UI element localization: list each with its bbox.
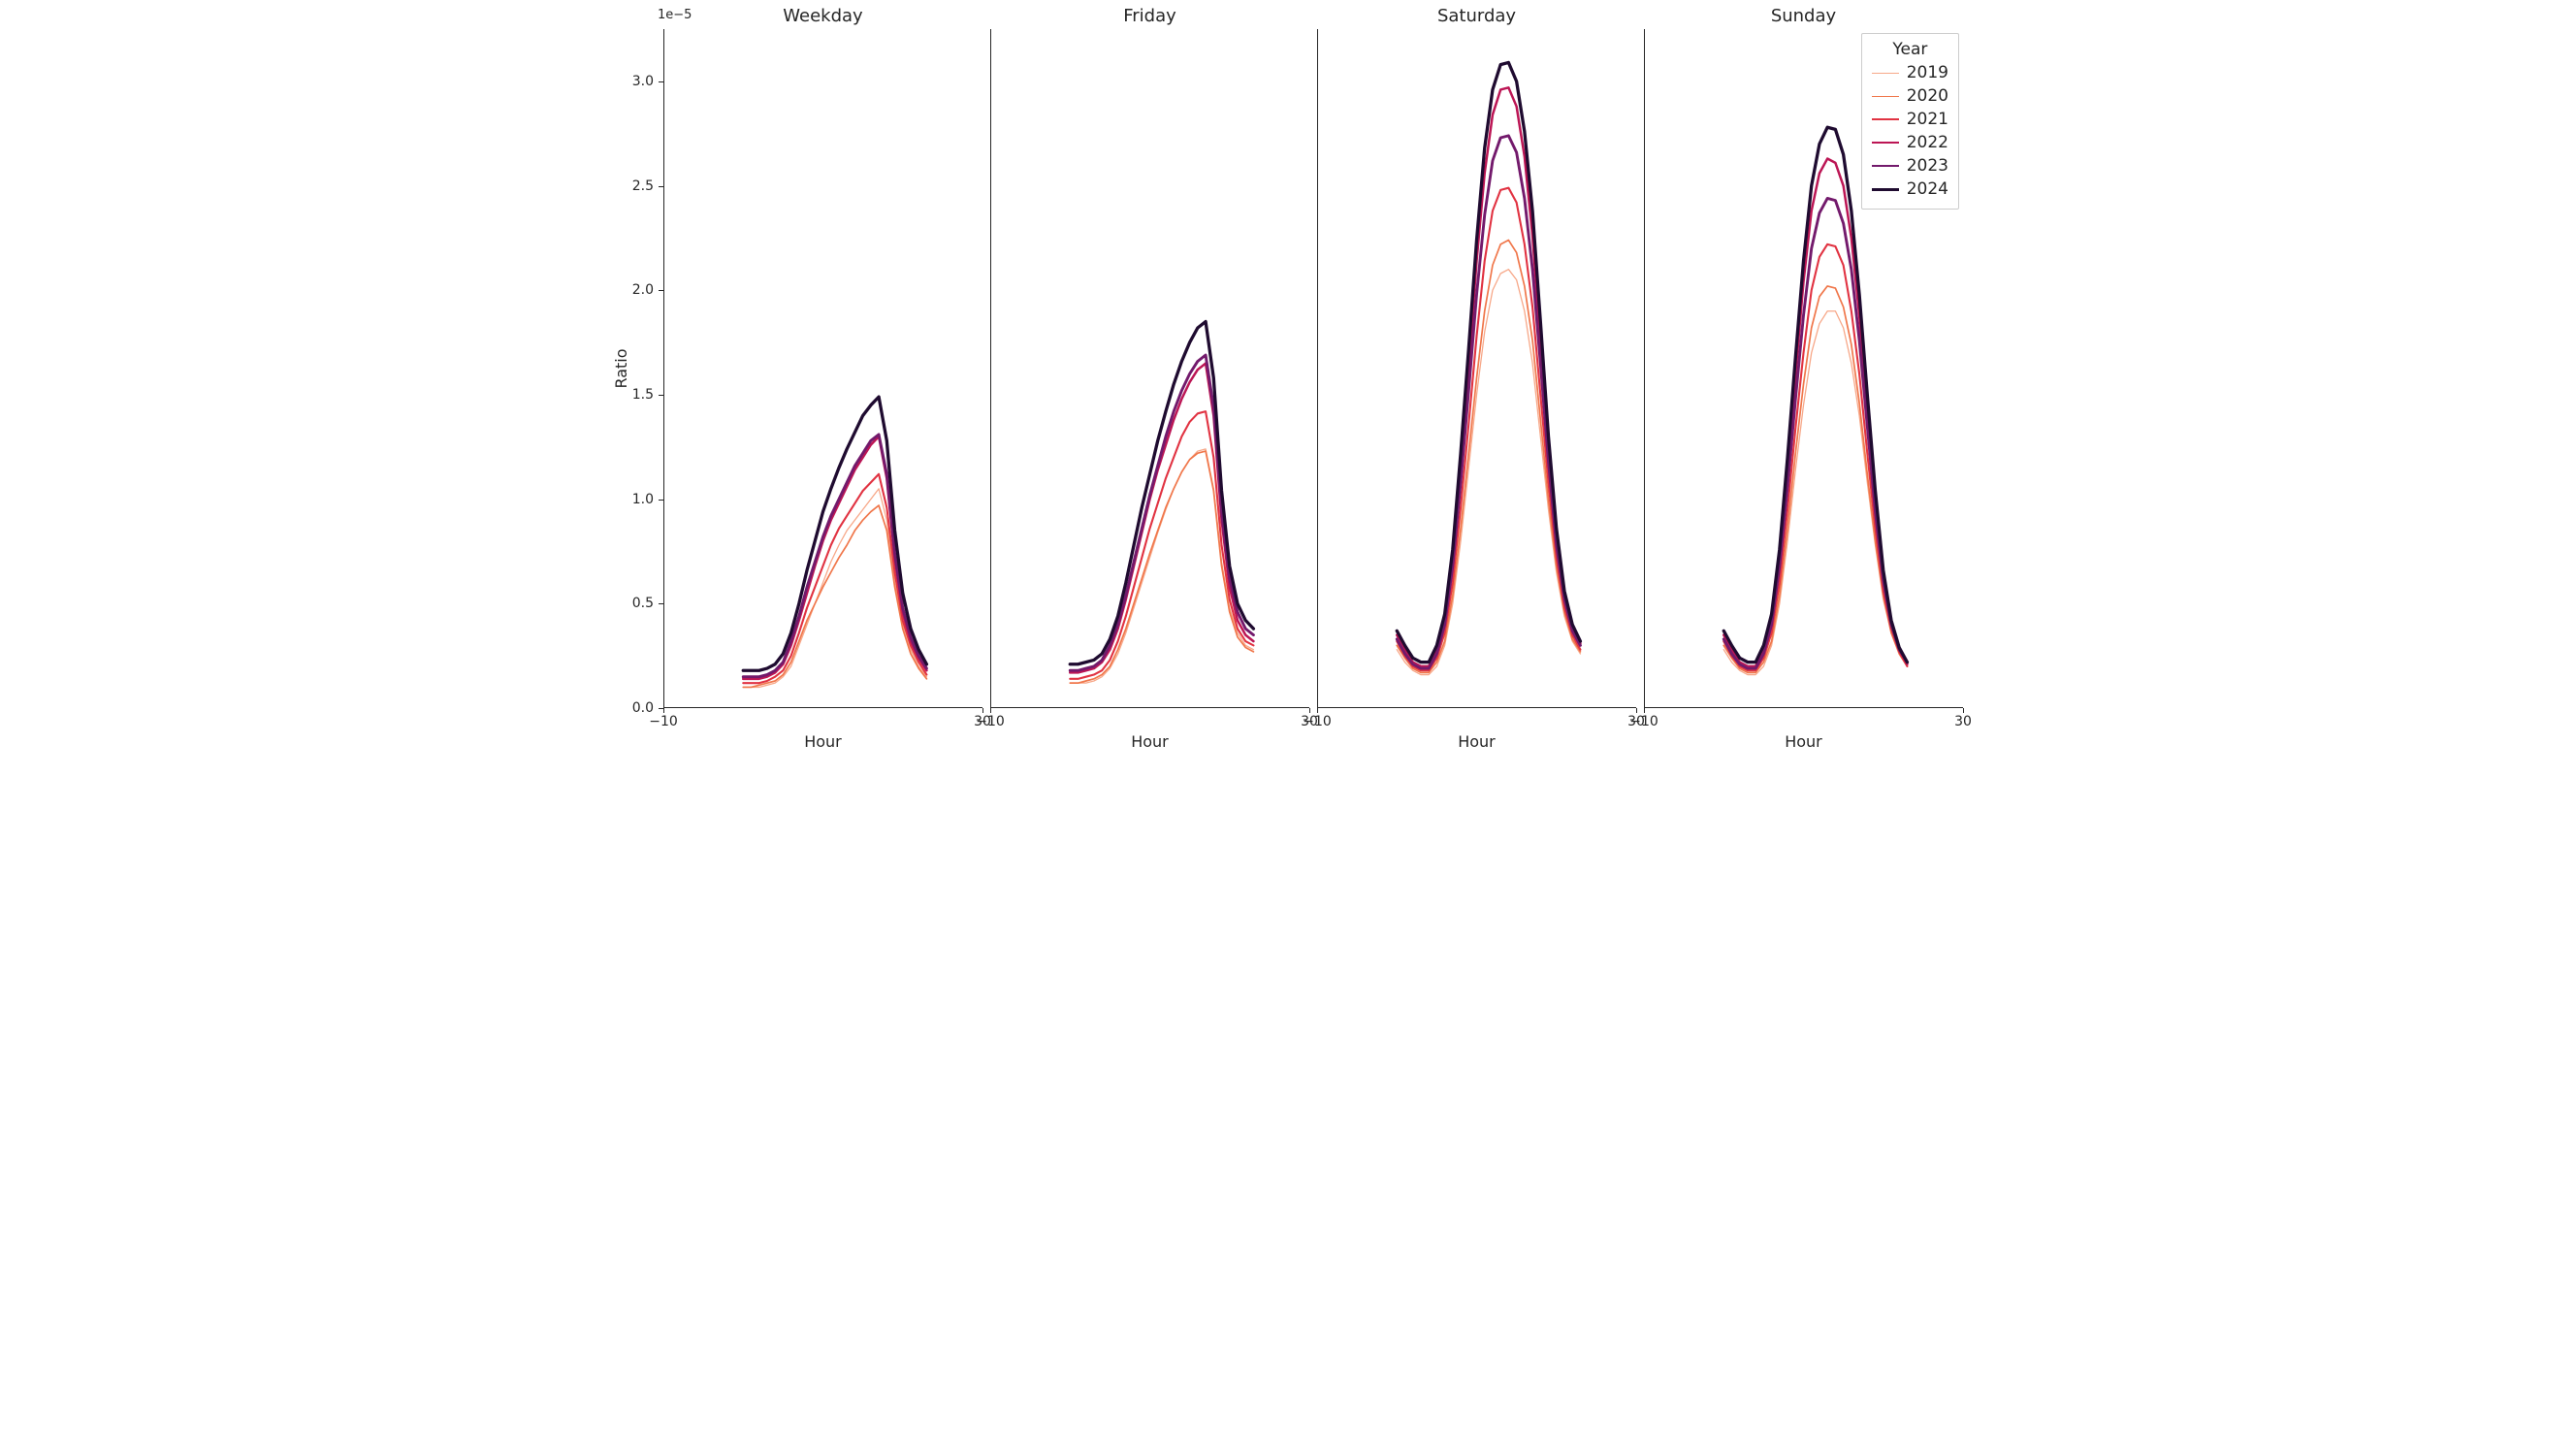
xlabel: Hour [1317,732,1636,751]
series-line-2020 [1397,241,1580,673]
series-line-2024 [743,397,926,670]
xtick-label: −10 [649,714,678,729]
xtick-mark [1636,708,1637,713]
legend-item: 2023 [1872,154,1948,178]
ytick-label: 3.0 [632,74,654,89]
xtick-mark [1309,708,1310,713]
legend-swatch [1872,73,1899,74]
panel-sunday: Sunday−1030HourYear201920202021202220232… [1644,29,1963,708]
ytick-label: 1.5 [632,387,654,403]
legend-swatch [1872,118,1899,120]
panels-row: Weekday−10300.00.51.01.52.02.53.0Hour1e−… [663,29,1963,708]
figure: Weekday−10300.00.51.01.52.02.53.0Hour1e−… [580,0,1996,805]
panel-title: Weekday [663,6,982,26]
legend-item: 2020 [1872,84,1948,108]
ytick-label: 2.5 [632,178,654,194]
ylabel: Ratio [612,348,630,388]
line-chart-svg [1317,29,1636,708]
xtick-mark [1644,708,1645,713]
panel-title: Sunday [1644,6,1963,26]
series-line-2021 [1397,188,1580,671]
series-line-2023 [1397,136,1580,668]
series-line-2020 [1723,286,1907,672]
legend: Year 2019 2020 2021 2022 2023 2024 [1861,33,1959,210]
xlabel: Hour [1644,732,1963,751]
axes-frame: −1030 [990,29,1309,708]
xtick-label: −10 [976,714,1005,729]
y-exponent-label: 1e−5 [658,8,692,22]
legend-title: Year [1872,40,1948,59]
xtick-mark [663,708,664,713]
ytick-label: 2.0 [632,282,654,298]
legend-item: 2024 [1872,178,1948,201]
xtick-mark [1317,708,1318,713]
legend-label: 2019 [1907,63,1948,82]
ytick-label: 1.0 [632,492,654,507]
legend-swatch [1872,142,1899,144]
panel-title: Saturday [1317,6,1636,26]
legend-swatch [1872,165,1899,167]
ytick-label: 0.0 [632,700,654,716]
xlabel: Hour [663,732,982,751]
xtick-mark [1963,708,1964,713]
panel-friday: Friday−1030Hour [990,29,1309,708]
xtick-label: −10 [1629,714,1658,729]
legend-swatch [1872,96,1899,97]
legend-label: 2021 [1907,110,1948,129]
xlabel: Hour [990,732,1309,751]
panel-weekday: Weekday−10300.00.51.01.52.02.53.0Hour1e−… [663,29,982,708]
legend-item: 2019 [1872,61,1948,84]
xtick-mark [982,708,983,713]
legend-label: 2020 [1907,86,1948,106]
legend-label: 2024 [1907,179,1948,199]
ytick-label: 0.5 [632,596,654,611]
legend-item: 2021 [1872,108,1948,131]
series-line-2021 [1723,244,1907,670]
panel-title: Friday [990,6,1309,26]
axes-frame: −10300.00.51.01.52.02.53.0 [663,29,982,708]
xtick-label: −10 [1303,714,1332,729]
xtick-label: 30 [1954,714,1972,729]
series-line-2023 [1723,198,1907,668]
panel-saturday: Saturday−1030Hour [1317,29,1636,708]
line-chart-svg [663,29,982,708]
legend-swatch [1872,188,1899,191]
axes-frame: −1030 [1317,29,1636,708]
legend-label: 2022 [1907,133,1948,152]
series-line-2022 [1397,87,1580,666]
xtick-mark [990,708,991,713]
series-line-2023 [1070,355,1253,670]
series-line-2019 [1723,311,1907,675]
line-chart-svg [990,29,1309,708]
ytick-mark [659,708,663,709]
legend-label: 2023 [1907,156,1948,176]
legend-item: 2022 [1872,131,1948,154]
